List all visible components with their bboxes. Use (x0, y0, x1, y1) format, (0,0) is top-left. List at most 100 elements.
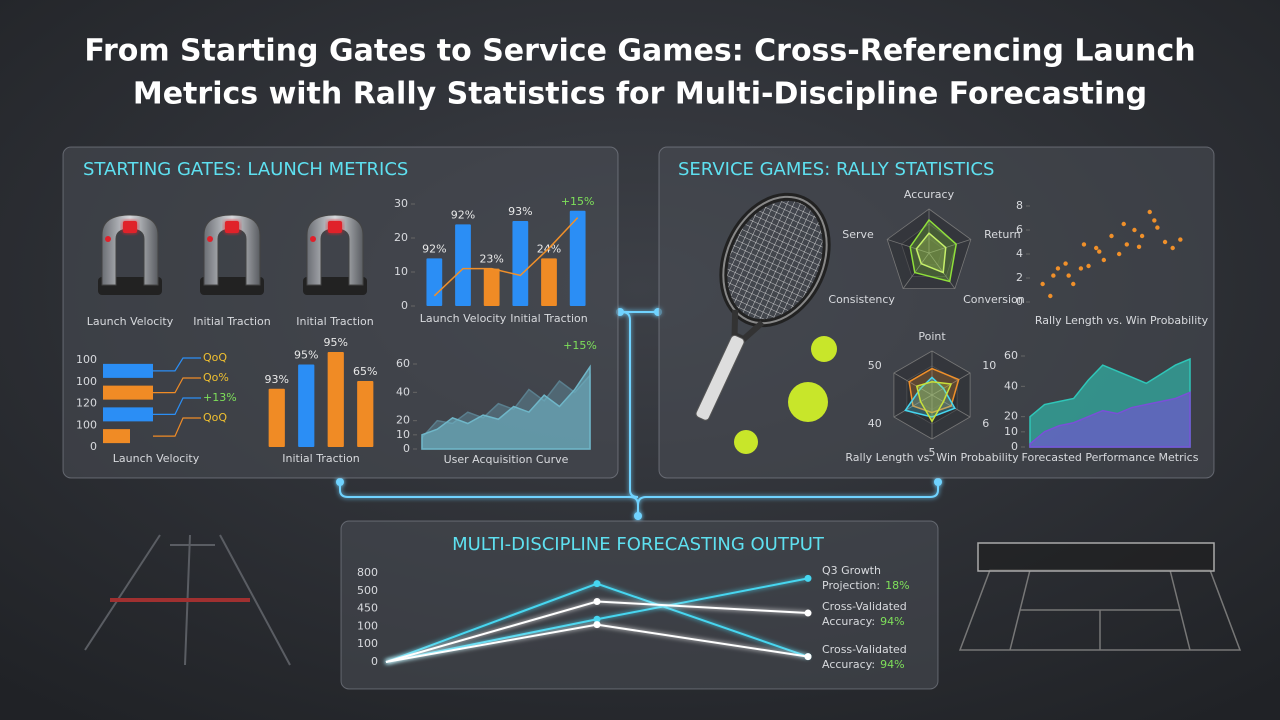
y-tick-label: 100 (76, 375, 97, 388)
chart-label: Rally Length vs. Win Probability (845, 451, 1019, 464)
y-tick-label: 10 (396, 428, 410, 441)
forecast-point (804, 653, 812, 661)
bar (268, 388, 285, 447)
net (977, 542, 1215, 572)
data-annotation: 92% (422, 242, 446, 255)
data-annotation: Qo% (203, 371, 229, 384)
scatter-point (1078, 266, 1084, 271)
radar-spoke (893, 372, 933, 396)
scatter-point (1136, 244, 1142, 249)
bar (426, 258, 443, 306)
bar (103, 429, 130, 444)
scatter-point (1162, 239, 1168, 245)
area (1029, 391, 1191, 448)
scatter-point (1147, 209, 1152, 215)
data-annotation: +15% (561, 195, 595, 208)
scatter-point (1051, 273, 1056, 278)
panel (62, 146, 619, 479)
radar-axis-label: 6 (982, 417, 989, 430)
data-annotation: +15% (563, 339, 597, 352)
annotation-line: Cross-Validated (822, 600, 907, 613)
y-tick-label: 100 (76, 353, 97, 366)
bar (541, 258, 557, 306)
radar-axis-label: 10 (982, 359, 996, 372)
bar (327, 351, 344, 447)
bar (455, 224, 471, 306)
connector-dot (336, 478, 344, 486)
annotation-line: Q3 Growth (822, 564, 881, 577)
panel (340, 520, 939, 690)
bar (103, 385, 153, 400)
radar-spoke (928, 252, 956, 289)
scatter-point (1178, 237, 1183, 242)
forecast-point (593, 615, 601, 623)
area (421, 364, 591, 450)
connector (637, 480, 939, 506)
x-tick-label: Launch Velocity (420, 312, 507, 325)
y-tick-label: 0 (1016, 295, 1023, 308)
scatter-point (1097, 249, 1102, 254)
scatter-point (1139, 233, 1145, 239)
forecast-point (804, 574, 812, 582)
x-axis-label: Forecasted Performance Metrics (1022, 451, 1199, 464)
y-tick-label: 100 (357, 637, 378, 650)
y-tick-label: 0 (371, 655, 378, 668)
racket-handle (695, 334, 745, 421)
panel-title: MULTI-DISCIPLINE FORECASTING OUTPUT (452, 534, 825, 555)
radar-spoke (902, 252, 930, 289)
y-tick-label: 2 (1016, 271, 1023, 284)
y-tick-label: 40 (396, 385, 410, 398)
scatter-point (1109, 233, 1114, 239)
data-annotation: 93% (508, 205, 532, 218)
forecast-point (593, 621, 601, 629)
bar (103, 363, 153, 378)
connector-dot (934, 478, 942, 486)
annotation-value: 94% (880, 615, 904, 628)
x-axis-label: User Acquisition Curve (444, 453, 569, 466)
scatter-point (1086, 263, 1091, 269)
bar (298, 364, 315, 447)
y-tick-label: 20 (394, 231, 408, 244)
y-tick-label: 8 (1016, 199, 1023, 212)
y-tick-label: 10 (394, 265, 408, 278)
radar-spoke (928, 239, 971, 254)
annotation-connector (153, 417, 201, 437)
racket (695, 192, 831, 421)
forecast-point (593, 597, 601, 605)
y-tick-label: 0 (90, 440, 97, 453)
data-annotation: 93% (265, 373, 289, 386)
bar (512, 221, 529, 306)
annotation-connector (153, 357, 201, 372)
scatter-point (1116, 251, 1122, 257)
y-tick-label: 4 (1016, 247, 1023, 260)
bar (569, 210, 586, 306)
data-annotation: 95% (294, 349, 318, 362)
y-tick-label: 60 (396, 357, 410, 370)
radar-axis-label: Return (984, 228, 1021, 241)
y-tick-label: 0 (401, 299, 408, 312)
tennis-ball (734, 430, 758, 454)
x-axis-label: Launch Velocity (113, 452, 200, 465)
radar-series (904, 376, 956, 418)
scatter-point (1121, 221, 1126, 227)
data-annotation: 23% (479, 253, 503, 266)
y-tick-label: 120 (76, 397, 97, 410)
x-axis-label: Initial Traction (282, 452, 359, 465)
bar (357, 381, 374, 447)
y-tick-label: 6 (1016, 223, 1023, 236)
radar-series (915, 381, 953, 423)
x-tick-label: Initial Traction (510, 312, 587, 325)
y-tick-label: 20 (1004, 410, 1018, 423)
y-tick-label: 100 (357, 619, 378, 632)
annotation-line: Projection: (822, 579, 880, 592)
panel-title: SERVICE GAMES: RALLY STATISTICS (678, 159, 994, 180)
gate-label: Initial Traction (296, 315, 373, 328)
page-title: From Starting Gates to Service Games: Cr… (84, 34, 1195, 69)
annotation-value: 94% (880, 658, 904, 671)
tennis-ball (788, 382, 828, 422)
court-lines (958, 569, 1242, 651)
scatter-point (1170, 245, 1175, 251)
y-tick-label: 500 (357, 584, 378, 597)
y-tick-label: 450 (357, 602, 378, 615)
